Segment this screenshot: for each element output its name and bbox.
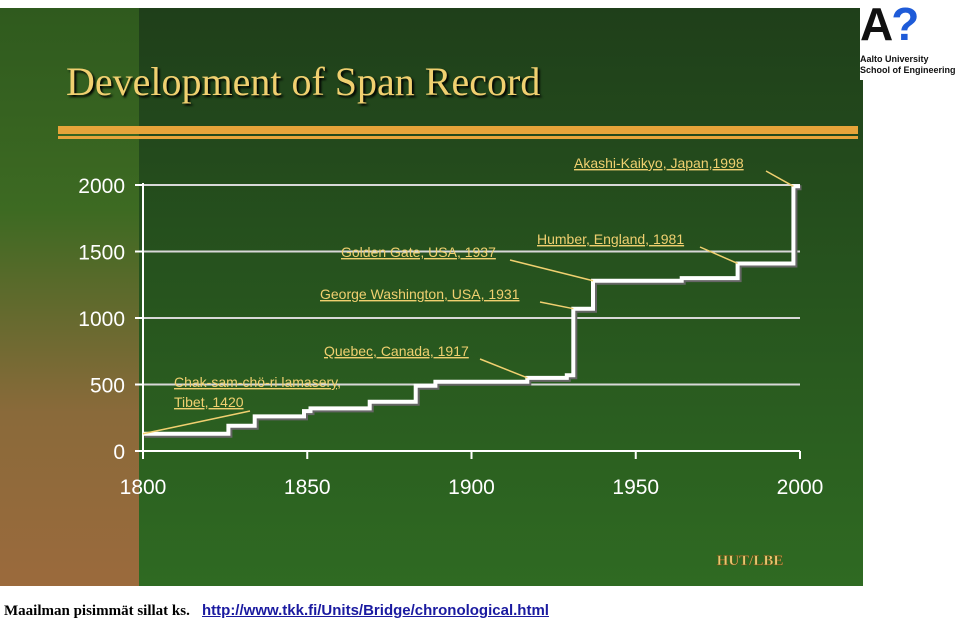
y-tick-label: 1000	[78, 308, 125, 331]
annotation-label: Akashi-Kaikyo, Japan,1998	[574, 155, 744, 171]
x-tick-label: 1950	[612, 476, 659, 499]
logo-mark: A?	[860, 0, 919, 50]
y-tick-label: 500	[90, 375, 125, 398]
annotation-label: Golden Gate, USA, 1937	[341, 244, 496, 260]
y-tick-label: 2000	[78, 175, 125, 198]
x-tick-label: 1850	[284, 476, 331, 499]
annotation-label: Humber, England, 1981	[537, 231, 684, 247]
series-line	[143, 184, 800, 436]
slide-title: Development of Span Record	[66, 59, 541, 104]
chart-annotations: Chak-sam-chö-ri lamasery, Tibet, 1420 Queb…	[142, 155, 794, 435]
annotation-leader	[765, 170, 794, 187]
title-divider-thin	[58, 136, 858, 139]
chart-axes: 0 500 1000 1500 2000 1800 1850 1900 1950 2000	[78, 175, 823, 499]
aalto-logo: A? Aalto University School of Engineerin…	[860, 0, 960, 80]
y-tick-label: 1500	[78, 242, 125, 265]
x-tick-label: 2000	[777, 476, 824, 499]
annotation-leader	[539, 301, 574, 310]
annotation-label: Chak-sam-chö-ri lamasery,	[174, 374, 341, 390]
slide-credit: HUT/LBE	[717, 553, 784, 569]
chart-grid	[143, 184, 800, 452]
footer-link[interactable]: http://www.tkk.fi/Units/Bridge/chronolog…	[202, 602, 549, 619]
annotation-leader	[142, 410, 251, 435]
title-divider	[58, 126, 858, 134]
annotation-label: George Washington, USA, 1931	[320, 286, 520, 302]
logo-university-name: Aalto University	[860, 54, 929, 64]
logo-school-name: School of Engineering	[860, 65, 956, 75]
chart-series	[142, 184, 802, 438]
y-tick-label: 0	[113, 441, 125, 464]
annotation-leader	[699, 246, 738, 265]
annotation-label: Tibet, 1420	[174, 394, 244, 410]
x-tick-label: 1900	[448, 476, 495, 499]
slide-left-strip	[0, 8, 139, 586]
annotation-label: Quebec, Canada, 1917	[324, 343, 469, 359]
x-tick-label: 1800	[120, 476, 167, 499]
annotation-leader	[479, 358, 528, 379]
annotation-leader	[509, 259, 594, 282]
footer-note: Maailman pisimmät sillat ks.	[4, 603, 190, 619]
